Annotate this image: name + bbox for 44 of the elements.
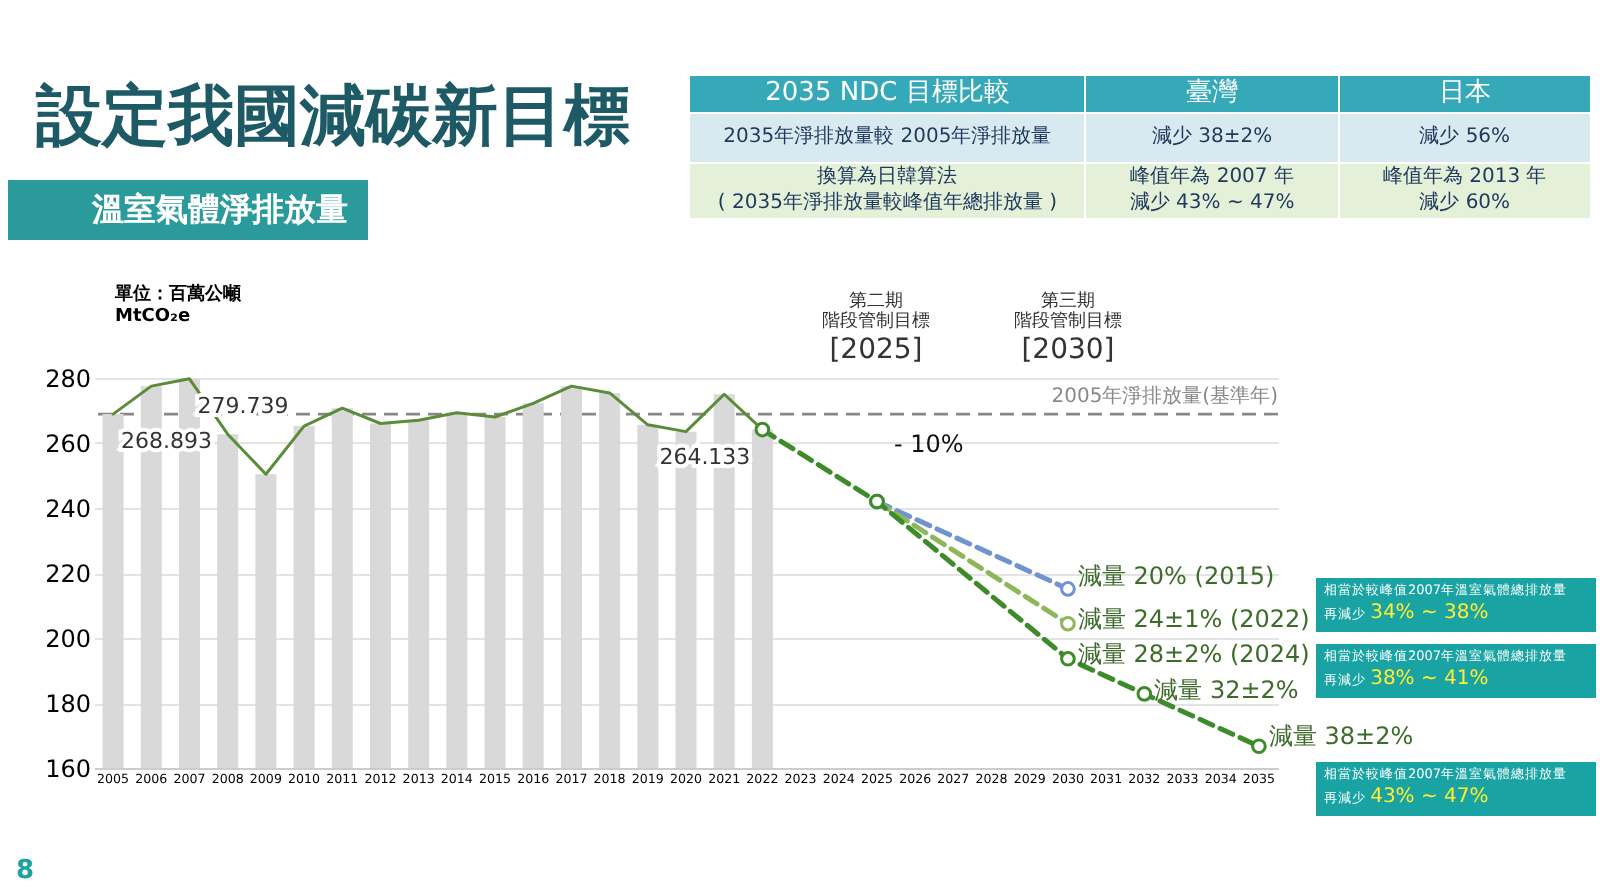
annotation: - 10% [894,430,964,458]
point [1136,686,1153,702]
annotation: 減量 24±1% (2022) [1077,604,1310,633]
text: [2030] [1019,333,1117,366]
data-label: 264.133 [659,443,751,470]
point [1060,615,1076,632]
y-tick-label: 220 [45,560,91,588]
y-tick-label: 200 [45,625,91,653]
text: 減少 43% ~ 47% [1127,191,1297,217]
text: 換算為日韓算法 [815,166,960,191]
text: 第三期 [1041,292,1097,312]
text: 2035 NDC 目標比較 [763,78,1012,111]
ref-line-label: 2005年淨排放量(基準年) [1051,384,1279,409]
annotation: 減量 38±2% [1268,721,1414,750]
y-tick-label: 280 [45,365,91,393]
point [1060,650,1076,667]
point [1251,738,1267,755]
point [1060,581,1076,597]
text: 臺灣 [1184,78,1241,111]
text: 峰值年為 2007 年 [1128,166,1296,191]
data-label: 268.893 [121,428,213,455]
chart-title: 設定我國減碳新目標 [36,74,630,158]
text: 2035年淨排放量較 2005年淨排放量 [721,126,1054,151]
y-tick-label: 180 [45,690,91,718]
text: [2025] [827,333,925,366]
text: 第二期 [849,292,905,312]
text: 階段管制目標 [1014,312,1122,334]
text: 階段管制目標 [822,312,930,334]
annotation: 減量 20% (2015) [1077,562,1275,591]
y-tick-label: 260 [45,430,91,458]
text: 日本 [1436,78,1493,111]
text: 減少 38±2% [1149,126,1275,151]
text: 減少 60% [1417,191,1513,217]
text: ( 2035年淨排放量較峰值年總排放量 ) [715,191,1060,217]
text: 8 [16,856,35,886]
y-tick-label: 240 [45,495,91,523]
y-axis-title: 單位：百萬公噸 MtCO₂e [113,283,243,327]
text: 峰值年為 2013 年 [1380,166,1549,191]
text: 減少 56% [1417,126,1513,151]
annotation: 減量 32±2% [1154,676,1299,704]
annotation: 減量 28±2% (2024) [1077,640,1310,669]
y-tick-label: 160 [45,755,91,783]
point [754,421,771,438]
chart-subtitle: 溫室氣體淨排放量 [8,180,368,240]
